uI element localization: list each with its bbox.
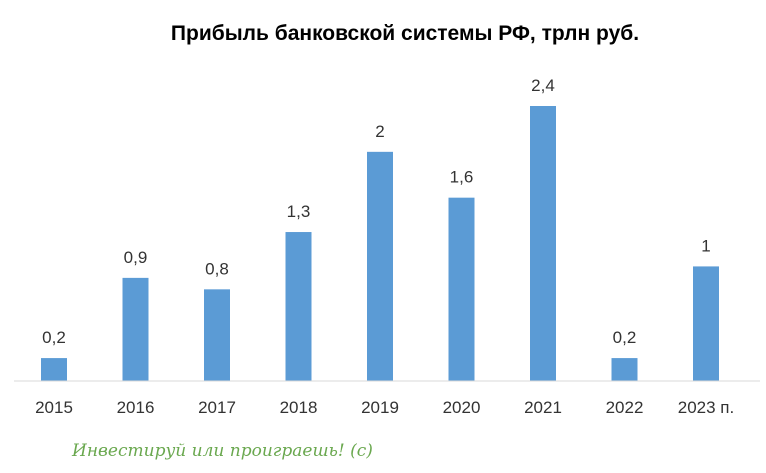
- data-label: 0,2: [42, 328, 66, 347]
- data-label: 1,6: [450, 168, 474, 187]
- bar-2022: [611, 358, 638, 381]
- x-tick-label: 2018: [280, 398, 318, 417]
- data-label: 2,4: [531, 76, 555, 95]
- bar-2019: [367, 151, 393, 381]
- watermark-text: Инвестируй или проиграешь! (с): [71, 441, 373, 461]
- bar-2016: [122, 277, 149, 381]
- x-tick-label: 2021: [524, 398, 562, 417]
- x-tick-label: 2022: [606, 398, 644, 417]
- x-tick-label: 2023 п.: [678, 398, 734, 417]
- data-label: 1,3: [287, 202, 311, 221]
- x-tick-label: 2015: [35, 398, 73, 417]
- chart-title: Прибыль банковской системы РФ, трлн руб.: [171, 22, 639, 45]
- bar-2015: [41, 358, 67, 381]
- bar-2017: [204, 289, 230, 381]
- data-label: 0,9: [124, 248, 148, 267]
- data-label: 1: [701, 236, 710, 255]
- x-tick-label: 2020: [443, 398, 481, 417]
- bar-2023п: [693, 266, 719, 381]
- bars-group: [41, 106, 719, 381]
- x-tick-label: 2016: [117, 398, 155, 417]
- bar-2021: [530, 106, 556, 381]
- data-label: 0,8: [205, 259, 229, 278]
- bar-2018: [285, 232, 312, 381]
- bar-2020: [448, 197, 475, 381]
- x-tick-label: 2019: [361, 398, 399, 417]
- x-tick-labels-group: 2015 2016 2017 2018 2019 2020 2021 2022 2023 п.: [35, 398, 734, 417]
- data-label: 2: [375, 122, 384, 141]
- x-tick-label: 2017: [198, 398, 236, 417]
- data-label: 0,2: [613, 328, 637, 347]
- data-labels-group: 0,2 0,9 0,8 1,3 2 1,6 2,4 0,2 1: [42, 76, 711, 347]
